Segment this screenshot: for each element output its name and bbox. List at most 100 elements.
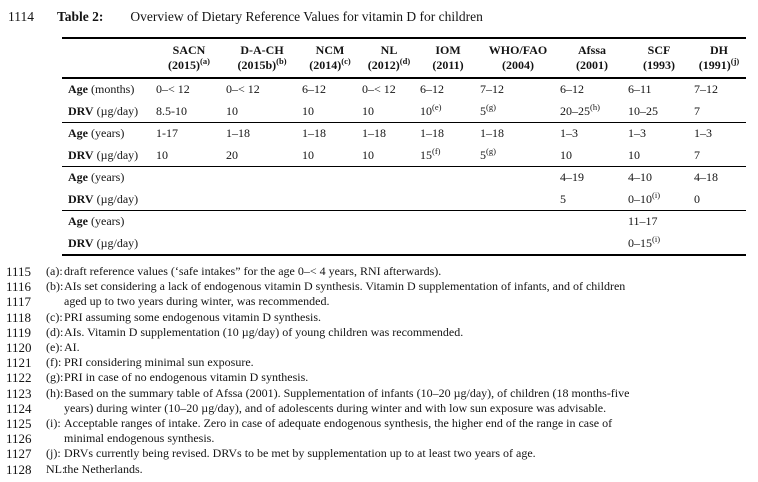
column-header: NCM (2014)(c) [300, 38, 360, 79]
column-header: DH (1991)(j) [692, 38, 746, 79]
table-cell [360, 166, 418, 189]
table-row: Age (months) 0–< 12 0–< 12 6–12 0–< 12 6–12 7–… [62, 78, 746, 101]
table-row: DRV (µg/day) 8.5-10 10 10 10 10(e) 5(g) 20–25(h… [62, 101, 746, 123]
footnote-line: 1124 years) during winter (10–20 µg/day),… [0, 401, 758, 416]
table-cell: 0–15(i) [628, 233, 661, 250]
table-cell [692, 233, 746, 256]
line-number: 1119 [6, 324, 32, 340]
footnote-marker [46, 401, 64, 416]
table-caption-row: 1114 Table 2: Overview of Dietary Refere… [0, 0, 758, 25]
table-cell: 1–18 [300, 122, 360, 145]
table-cell: 10 [560, 147, 572, 162]
footnote-line: 1120 (e): AI. [0, 340, 758, 355]
line-number: 1123 [6, 385, 32, 401]
footnote-line: 1117 aged up to two years during winter, … [0, 294, 758, 309]
table-row: DRV (µg/day) 0–15(i) [62, 233, 746, 256]
table-cell: 4–19 [558, 166, 626, 189]
table-cell: 5(g) [480, 145, 496, 162]
table-cell [360, 210, 418, 233]
footnote-marker: (c): [46, 309, 63, 324]
footnote-text: AIs. Vitamin D supplementation (10 µg/da… [64, 324, 464, 339]
line-number: 1116 [6, 279, 32, 295]
table-cell: 10 [156, 147, 168, 162]
footnote-line: 1127 (j): DRVs currently being revised. DR… [0, 446, 758, 461]
footnote-line: 1126 minimal endogenous synthesis. [0, 431, 758, 446]
table-cell: 10–25 [628, 103, 658, 118]
header-row: SACN (2015)(a) D-A-CH (2015b)(b) NCM (2014)(c… [62, 38, 746, 79]
table-cell: 11–17 [626, 210, 692, 233]
table-cell: 10(e) [420, 101, 442, 118]
line-number: 1127 [6, 446, 32, 462]
table-cell [154, 210, 224, 233]
table-cell [478, 210, 558, 233]
table-cell [224, 166, 300, 189]
table-cell: 10 [362, 147, 374, 162]
table-cell [154, 166, 224, 189]
line-number: 1122 [6, 370, 32, 386]
table-cell: 6–11 [628, 82, 652, 97]
footnote-line: 1121 (f): PRI considering minimal sun expo… [0, 355, 758, 370]
table-cell [224, 233, 300, 256]
line-number: 1125 [6, 416, 32, 432]
table-cell [558, 233, 626, 256]
table-cell: 1–18 [478, 122, 558, 145]
column-header: D-A-CH (2015b)(b) [224, 38, 300, 79]
table-cell [478, 233, 558, 256]
drv-table-head: SACN (2015)(a) D-A-CH (2015b)(b) NCM (2014)(c… [62, 38, 746, 79]
table-cell [300, 210, 360, 233]
footnote-text: PRI assuming some endogenous vitamin D s… [64, 309, 321, 324]
footnote-text: PRI considering minimal sun exposure. [64, 355, 254, 370]
row-label: DRV (µg/day) [68, 147, 139, 162]
column-header: NL (2012)(d) [360, 38, 418, 79]
footnote-line: 1115 (a): draft reference values (‘safe in… [0, 264, 758, 279]
row-label: Age (years) [62, 210, 154, 233]
footnote-marker: (f): [46, 355, 62, 370]
row-label: DRV (µg/day) [68, 103, 139, 118]
table-cell [418, 233, 478, 256]
table-cell: 10 [302, 103, 314, 118]
footnote-text: minimal endogenous synthesis. [64, 431, 215, 446]
table-cell: 10 [628, 147, 640, 162]
table-cell: 7–12 [694, 82, 718, 97]
footnote-line: 1123 (h): Based on the summary table of Af… [0, 386, 758, 401]
table-cell: 6–12 [560, 82, 584, 97]
table-caption-label: Table 2: [57, 9, 104, 24]
footnote-marker: (d): [46, 324, 64, 339]
footnote-text: AI. [64, 340, 80, 355]
footnote-line: 1119 (d): AIs. Vitamin D supplementation (… [0, 325, 758, 340]
table-cell: 0–< 12 [362, 82, 396, 97]
footnote-text: AIs set considering a lack of endogenous… [64, 279, 626, 294]
table-cell: 1–18 [224, 122, 300, 145]
drv-table: SACN (2015)(a) D-A-CH (2015b)(b) NCM (2014)(c… [62, 37, 746, 256]
table-cell: 10 [226, 103, 238, 118]
table-cell [300, 189, 360, 211]
line-number: 1126 [6, 431, 32, 447]
table-cell [558, 210, 626, 233]
footnote-marker: (j): [46, 446, 61, 461]
column-header: SCF (1993) [626, 38, 692, 79]
table-cell: 1–3 [558, 122, 626, 145]
table-cell [154, 189, 224, 211]
table-cell [418, 166, 478, 189]
row-label: Age (years) [62, 166, 154, 189]
table-row: Age (years) 1-17 1–18 1–18 1–18 1–18 1–18 1–3 1–… [62, 122, 746, 145]
table-cell [692, 210, 746, 233]
table-cell: 6–12 [302, 82, 326, 97]
row-label: Age (years) [62, 122, 154, 145]
table-cell: 0–10(i) [628, 189, 661, 206]
table-cell [224, 189, 300, 211]
table-cell [224, 210, 300, 233]
line-number: 1115 [6, 264, 32, 279]
table-cell [418, 210, 478, 233]
table-cell: 20 [226, 147, 238, 162]
table-cell [478, 166, 558, 189]
table-cell: 15(f) [420, 145, 441, 162]
table-cell [360, 233, 418, 256]
table-cell: 0–< 12 [226, 82, 260, 97]
table-cell: 1–3 [626, 122, 692, 145]
table-cell: 6–12 [420, 82, 444, 97]
line-number: 1120 [6, 340, 32, 356]
footnote-line: 1118 (c): PRI assuming some endogenous vit… [0, 310, 758, 325]
footnote-text: the Netherlands. [64, 461, 143, 476]
